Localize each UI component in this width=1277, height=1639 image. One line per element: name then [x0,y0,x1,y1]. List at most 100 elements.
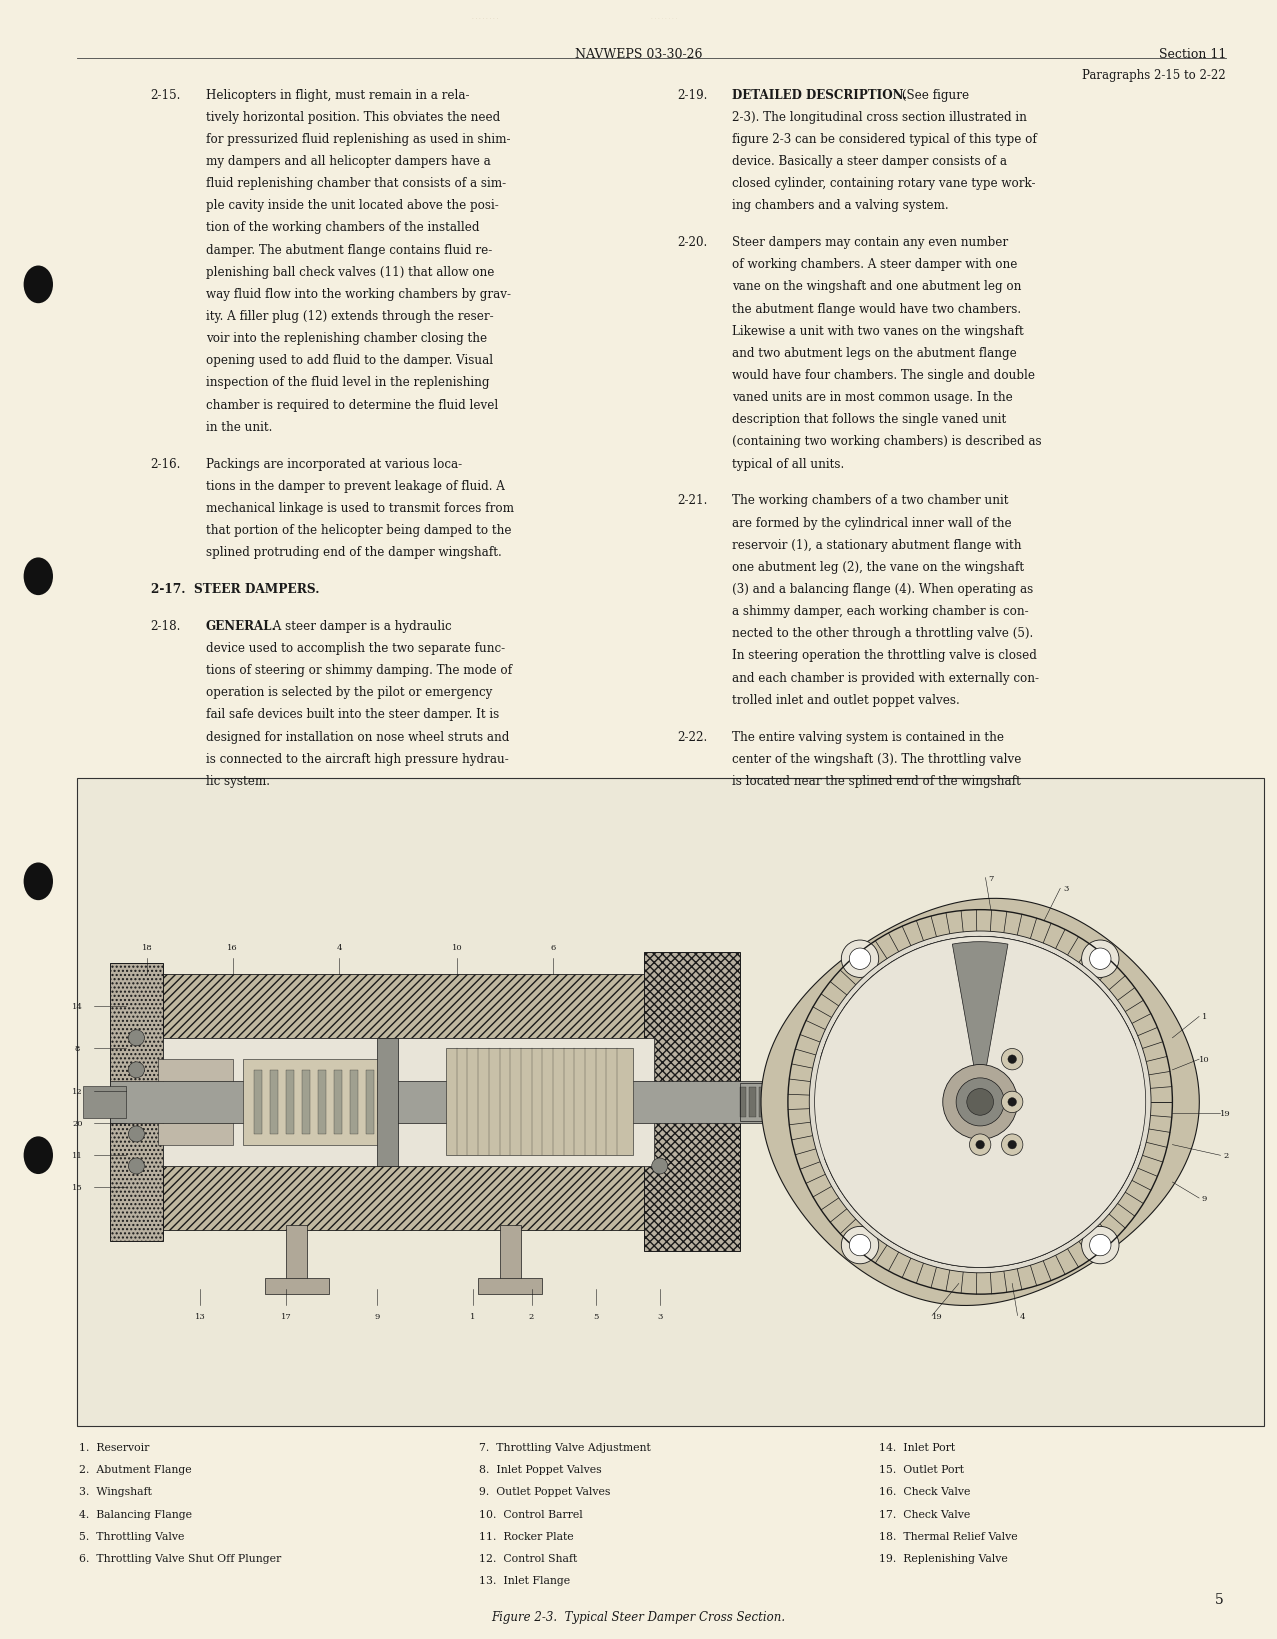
Text: · · · · · · · ·: · · · · · · · · [472,16,498,21]
Circle shape [1008,1056,1016,1064]
Circle shape [1001,1134,1023,1155]
Text: figure 2-3 can be considered typical of this type of: figure 2-3 can be considered typical of … [732,133,1037,146]
Text: for pressurized fluid replenishing as used in shim-: for pressurized fluid replenishing as us… [206,133,510,146]
Bar [798,1087,805,1118]
Text: (See figure: (See figure [898,89,969,102]
Circle shape [842,941,879,978]
Text: one abutment leg (2), the vane on the wingshaft: one abutment leg (2), the vane on the wi… [732,561,1024,574]
Text: 2-3). The longitudinal cross section illustrated in: 2-3). The longitudinal cross section ill… [732,111,1027,123]
Bar [125,974,660,1037]
Circle shape [129,1126,144,1142]
Text: Paragraphs 2-15 to 2-22: Paragraphs 2-15 to 2-22 [1083,69,1226,82]
Bar [845,1087,852,1118]
Text: 16.  Check Valve: 16. Check Valve [879,1487,971,1496]
Text: 7.  Throttling Valve Adjustment: 7. Throttling Valve Adjustment [479,1442,650,1452]
Text: NAVWEPS 03-30-26: NAVWEPS 03-30-26 [575,48,702,61]
Text: 2-22.: 2-22. [677,729,707,742]
Bar [243,1059,377,1146]
Text: 1: 1 [1202,1013,1207,1021]
Text: inspection of the fluid level in the replenishing: inspection of the fluid level in the rep… [206,375,489,388]
Text: 13.  Inlet Flange: 13. Inlet Flange [479,1575,570,1585]
Text: 3.  Wingshaft: 3. Wingshaft [79,1487,152,1496]
Text: Packings are incorporated at various loca-: Packings are incorporated at various loc… [206,457,462,470]
Text: is located near the splined end of the wingshaft: is located near the splined end of the w… [732,774,1020,787]
Bar [77,779,1264,1426]
Text: 2-16.: 2-16. [151,457,181,470]
Text: 5: 5 [1214,1591,1223,1606]
Text: · · · · · · · ·: · · · · · · · · [651,16,677,21]
Text: 13: 13 [195,1311,206,1319]
Text: fail safe devices built into the steer damper. It is: fail safe devices built into the steer d… [206,708,499,721]
Bar [446,1049,633,1155]
Text: device. Basically a steer damper consists of a: device. Basically a steer damper consist… [732,154,1006,167]
Text: reservoir (1), a stationary abutment flange with: reservoir (1), a stationary abutment fla… [732,538,1022,551]
Text: 18.  Thermal Relief Valve: 18. Thermal Relief Valve [879,1531,1018,1541]
Text: 2-17.  STEER DAMPERS.: 2-17. STEER DAMPERS. [151,582,319,595]
Text: in the unit.: in the unit. [206,420,272,433]
Text: GENERAL.: GENERAL. [206,620,276,633]
Text: 14: 14 [73,1001,83,1010]
Text: DETAILED DESCRIPTION.: DETAILED DESCRIPTION. [732,89,907,102]
Text: nected to the other through a throttling valve (5).: nected to the other through a throttling… [732,626,1033,639]
Wedge shape [825,1101,1140,1267]
Text: 15: 15 [73,1183,83,1192]
Text: In steering operation the throttling valve is closed: In steering operation the throttling val… [732,649,1037,662]
Circle shape [942,1065,1018,1139]
Text: opening used to add fluid to the damper. Visual: opening used to add fluid to the damper.… [206,354,493,367]
Bar [335,1070,342,1134]
Bar [807,1087,813,1118]
Bar [856,1087,862,1118]
Circle shape [23,1137,52,1174]
Text: (containing two working chambers) is described as: (containing two working chambers) is des… [732,434,1041,447]
Circle shape [23,862,52,900]
Bar [366,1070,374,1134]
Text: tions in the damper to prevent leakage of fluid. A: tions in the damper to prevent leakage o… [206,479,504,492]
Circle shape [23,267,52,305]
Text: 8: 8 [75,1044,80,1052]
Circle shape [1082,1226,1119,1264]
Text: 1.  Reservoir: 1. Reservoir [79,1442,149,1452]
Text: 4: 4 [337,944,342,952]
Text: trolled inlet and outlet poppet valves.: trolled inlet and outlet poppet valves. [732,693,959,706]
Text: 2-15.: 2-15. [151,89,181,102]
Bar [110,1080,805,1124]
Circle shape [849,949,871,970]
Text: 2-20.: 2-20. [677,236,707,249]
Text: The working chambers of a two chamber unit: The working chambers of a two chamber un… [732,493,1009,506]
Text: 12: 12 [73,1088,83,1095]
Circle shape [23,557,52,595]
Text: are formed by the cylindrical inner wall of the: are formed by the cylindrical inner wall… [732,516,1011,529]
Text: 9.  Outlet Poppet Valves: 9. Outlet Poppet Valves [479,1487,610,1496]
Text: a shimmy damper, each working chamber is con-: a shimmy damper, each working chamber is… [732,605,1028,618]
Text: way fluid flow into the working chambers by grav-: way fluid flow into the working chambers… [206,287,511,300]
Circle shape [1001,1049,1023,1070]
Text: 1: 1 [470,1311,475,1319]
Text: 6: 6 [550,944,555,952]
Circle shape [651,1159,668,1174]
Circle shape [967,1088,994,1116]
Circle shape [969,1134,991,1155]
Text: 12.  Control Shaft: 12. Control Shaft [479,1554,577,1564]
Bar [286,1070,294,1134]
Text: 17: 17 [281,1311,291,1319]
Text: (3) and a balancing flange (4). When operating as: (3) and a balancing flange (4). When ope… [732,582,1033,595]
Circle shape [1001,1092,1023,1113]
Text: 8.  Inlet Poppet Valves: 8. Inlet Poppet Valves [479,1465,601,1475]
Text: of working chambers. A steer damper with one: of working chambers. A steer damper with… [732,257,1016,270]
Text: 4: 4 [1020,1311,1025,1319]
Text: 17.  Check Valve: 17. Check Valve [879,1508,969,1519]
Text: damper. The abutment flange contains fluid re-: damper. The abutment flange contains flu… [206,243,492,256]
Text: Likewise a unit with two vanes on the wingshaft: Likewise a unit with two vanes on the wi… [732,325,1023,338]
Text: tions of steering or shimmy damping. The mode of: tions of steering or shimmy damping. The… [206,664,512,677]
Bar [644,952,739,1252]
Bar [264,1278,328,1295]
Circle shape [129,1062,144,1078]
Text: and each chamber is provided with externally con-: and each chamber is provided with extern… [732,670,1038,683]
Text: 5: 5 [593,1311,599,1319]
Text: 11: 11 [73,1152,83,1160]
Bar [254,1070,262,1134]
Circle shape [956,1078,1004,1126]
Text: vane on the wingshaft and one abutment leg on: vane on the wingshaft and one abutment l… [732,280,1022,293]
Text: description that follows the single vaned unit: description that follows the single vane… [732,413,1006,426]
Text: Helicopters in flight, must remain in a rela-: Helicopters in flight, must remain in a … [206,89,469,102]
